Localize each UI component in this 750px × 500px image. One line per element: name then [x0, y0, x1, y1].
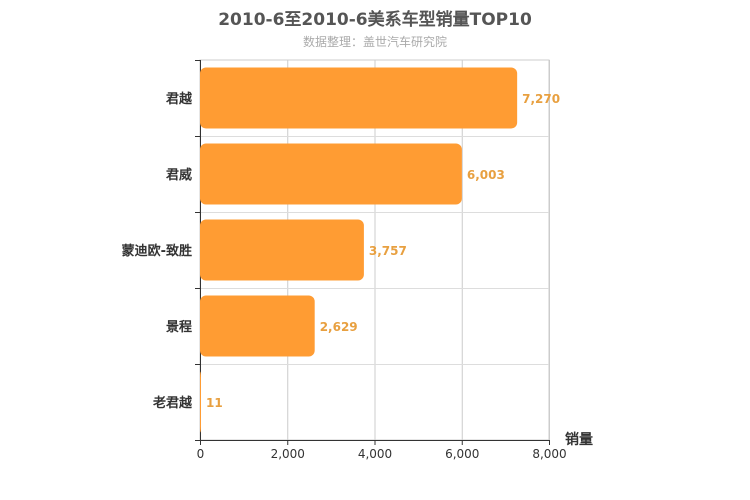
bar-value-label: 11 [206, 396, 223, 410]
bar[interactable] [200, 219, 364, 281]
x-tick-label: 0 [197, 447, 205, 461]
bar-value-label: 7,270 [522, 92, 560, 106]
bar-value-label: 2,629 [320, 320, 358, 334]
y-category-label: 景程 [166, 320, 192, 335]
x-tick-label: 8,000 [532, 447, 566, 461]
bar-value-label: 3,757 [369, 244, 407, 258]
y-category-label: 老君越 [152, 395, 193, 411]
chart-title: 2010-6至2010-6美系车型销量TOP10 [218, 10, 532, 30]
x-tick-label: 4,000 [358, 447, 392, 461]
y-category-label: 君越 [166, 91, 193, 107]
bar[interactable] [200, 371, 201, 433]
x-tick-label: 2,000 [271, 447, 305, 461]
chart-subtitle: 数据整理：盖世汽车研究院 [302, 35, 447, 49]
x-tick-label: 6,000 [445, 447, 479, 461]
bar[interactable] [200, 295, 315, 357]
y-category-label: 君威 [166, 167, 192, 183]
x-axis-title: 销量 [565, 431, 593, 448]
bar[interactable] [200, 143, 462, 205]
bar[interactable] [200, 67, 518, 129]
y-category-label: 蒙迪欧-致胜 [122, 243, 192, 259]
bar-value-label: 6,003 [467, 168, 505, 182]
